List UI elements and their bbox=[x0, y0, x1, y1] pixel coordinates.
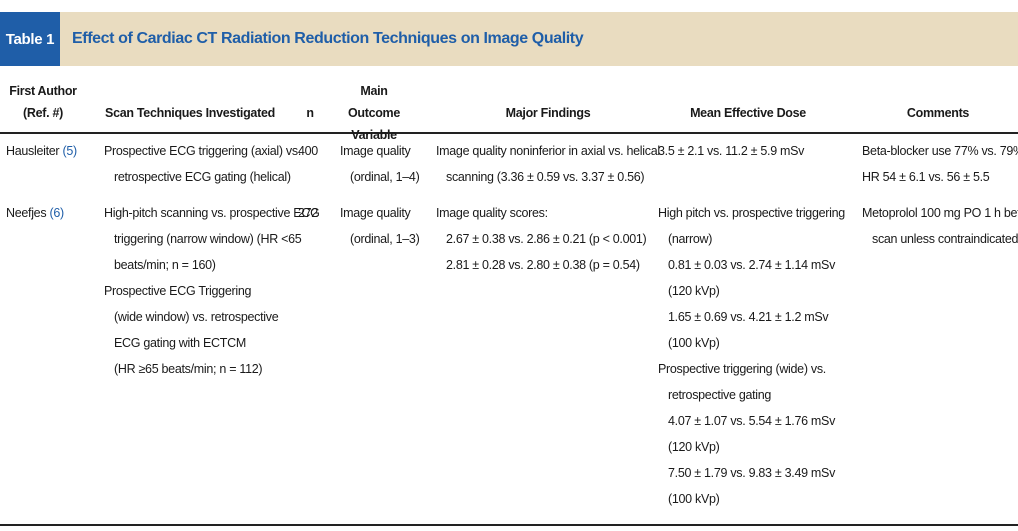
cell-line: retrospective gating bbox=[668, 388, 772, 402]
header-scan-techniques: Scan Techniques Investigated bbox=[105, 106, 275, 120]
table-row-hausleiter: Hausleiter (5) bbox=[6, 138, 77, 164]
findings-cell: Image quality scores: 2.67 ± 0.38 vs. 2.… bbox=[436, 200, 647, 278]
cell-line: Prospective triggering (wide) vs. bbox=[658, 362, 826, 376]
cell-line: High-pitch scanning vs. prospective ECG bbox=[104, 206, 320, 220]
header-mean-effective-dose: Mean Effective Dose bbox=[690, 106, 806, 120]
cell-line: beats/min; n = 160) bbox=[114, 258, 216, 272]
comments-cell: Beta-blocker use 77% vs. 79% HR 54 ± 6.1… bbox=[862, 138, 1018, 190]
cell-line: 7.50 ± 1.79 vs. 9.83 ± 3.49 mSv bbox=[668, 466, 836, 480]
cell-line: Image quality scores: bbox=[436, 206, 548, 220]
outcome-cell: Image quality (ordinal, 1–3) bbox=[340, 200, 420, 252]
cell-line: (narrow) bbox=[668, 232, 713, 246]
header-main-outcome-line2: Variable bbox=[351, 128, 397, 142]
cell-line: Image quality bbox=[340, 144, 411, 158]
cell-line: (wide window) vs. retrospective bbox=[114, 310, 279, 324]
table-header: First Author (Ref. #) Scan Techniques In… bbox=[0, 66, 1018, 142]
cell-line: Metoprolol 100 mg PO 1 h before bbox=[862, 206, 1018, 220]
reference-link[interactable]: (5) bbox=[62, 144, 77, 158]
cell-line: retrospective ECG gating (helical) bbox=[114, 170, 291, 184]
n-cell: 400 bbox=[298, 144, 318, 158]
cell-line: ECG gating with ECTCM bbox=[114, 336, 246, 350]
cell-line: (120 kVp) bbox=[668, 440, 720, 454]
cell-line: (ordinal, 1–3) bbox=[350, 232, 420, 246]
table-bottom-rule bbox=[0, 524, 1018, 526]
scan-techniques-cell: High-pitch scanning vs. prospective ECG … bbox=[104, 200, 320, 382]
scan-techniques-cell: Prospective ECG triggering (axial) vs. r… bbox=[104, 138, 301, 190]
n-cell: 272 bbox=[298, 206, 318, 220]
cell-line: (HR ≥65 beats/min; n = 112) bbox=[114, 362, 263, 376]
data-table: First Author (Ref. #) Scan Techniques In… bbox=[0, 66, 1018, 531]
outcome-cell: Image quality (ordinal, 1–4) bbox=[340, 138, 420, 190]
header-main-outcome-line1: Main Outcome bbox=[347, 84, 401, 120]
cell-line: (100 kVp) bbox=[668, 492, 720, 506]
cell-line: 4.07 ± 1.07 vs. 5.54 ± 1.76 mSv bbox=[668, 414, 836, 428]
table-row-neefjes: Neefjes (6) bbox=[6, 200, 64, 226]
findings-cell: Image quality noninferior in axial vs. h… bbox=[436, 138, 660, 190]
cell-line: Prospective ECG Triggering bbox=[104, 284, 252, 298]
header-first-author: First Author (Ref. #) bbox=[8, 80, 78, 124]
cell-line: Image quality noninferior in axial vs. h… bbox=[436, 144, 660, 158]
cell-line: 2.81 ± 0.28 vs. 2.80 ± 0.38 (p = 0.54) bbox=[446, 258, 640, 272]
author-name: Hausleiter bbox=[6, 144, 60, 158]
cell-line: (ordinal, 1–4) bbox=[350, 170, 420, 184]
header-main-outcome: Main Outcome Variable bbox=[334, 80, 414, 146]
cell-line: Image quality bbox=[340, 206, 411, 220]
cell-line: 2.67 ± 0.38 vs. 2.86 ± 0.21 (p < 0.001) bbox=[446, 232, 647, 246]
header-first-author-line2: (Ref. #) bbox=[23, 106, 63, 120]
cell-line: 3.5 ± 2.1 vs. 11.2 ± 5.9 mSv bbox=[658, 144, 805, 158]
author-name: Neefjes bbox=[6, 206, 47, 220]
cell-line: triggering (narrow window) (HR <65 bbox=[114, 232, 302, 246]
dose-cell: 3.5 ± 2.1 vs. 11.2 ± 5.9 mSv bbox=[658, 138, 804, 164]
comments-cell: Metoprolol 100 mg PO 1 h before scan unl… bbox=[862, 200, 1018, 252]
cell-line: scan unless contraindicated bbox=[872, 232, 1018, 246]
cell-line: High pitch vs. prospective triggering bbox=[658, 206, 845, 220]
header-comments: Comments bbox=[906, 106, 970, 120]
cell-line: Beta-blocker use 77% vs. 79% bbox=[862, 144, 1018, 158]
cell-line: (100 kVp) bbox=[668, 336, 720, 350]
dose-cell: High pitch vs. prospective triggering (n… bbox=[658, 200, 845, 512]
cell-line: 0.81 ± 0.03 vs. 2.74 ± 1.14 mSv bbox=[668, 258, 836, 272]
header-n: n bbox=[306, 106, 314, 120]
cell-line: 1.65 ± 0.69 vs. 4.21 ± 1.2 mSv bbox=[668, 310, 829, 324]
table-title-bar: Table 1 Effect of Cardiac CT Radiation R… bbox=[0, 12, 1018, 66]
table-number-badge: Table 1 bbox=[0, 12, 60, 66]
cell-line: Prospective ECG triggering (axial) vs. bbox=[104, 144, 302, 158]
cell-line: scanning (3.36 ± 0.59 vs. 3.37 ± 0.56) bbox=[446, 170, 645, 184]
header-first-author-line1: First Author bbox=[9, 84, 77, 98]
cell-line: HR 54 ± 6.1 vs. 56 ± 5.5 bbox=[862, 170, 990, 184]
reference-link[interactable]: (6) bbox=[49, 206, 64, 220]
header-major-findings: Major Findings bbox=[505, 106, 591, 120]
table-title: Effect of Cardiac CT Radiation Reduction… bbox=[72, 30, 584, 47]
cell-line: (120 kVp) bbox=[668, 284, 720, 298]
